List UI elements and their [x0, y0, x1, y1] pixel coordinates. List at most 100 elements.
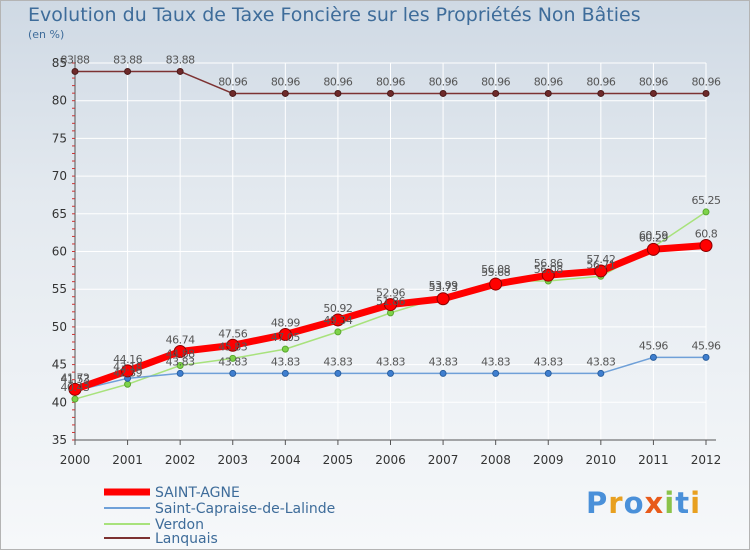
data-point — [121, 364, 135, 378]
data-label: 83.88 — [61, 53, 90, 66]
x-tick-label: 2011 — [638, 453, 669, 467]
data-point — [436, 292, 450, 306]
data-label: 43.83 — [429, 355, 458, 368]
data-label: 60.29 — [639, 231, 668, 244]
x-tick-label: 2006 — [375, 453, 406, 467]
x-tick-label: 2001 — [112, 453, 143, 467]
data-label: 80.96 — [323, 75, 352, 88]
data-point — [173, 344, 187, 358]
data-label: 45.83 — [218, 340, 247, 353]
x-tick-label: 2003 — [217, 453, 248, 467]
data-point — [541, 268, 555, 282]
data-label: 43.18 — [113, 360, 142, 373]
data-point — [229, 354, 237, 362]
data-label: 41.53 — [61, 373, 90, 386]
data-label: 45.96 — [639, 339, 668, 352]
data-point — [281, 369, 289, 377]
data-point — [594, 264, 608, 278]
series-lines — [68, 67, 713, 403]
data-label: 40.43 — [61, 381, 90, 394]
legend: SAINT-AGNESaint-Capraise-de-LalindeVerdo… — [104, 485, 335, 547]
y-tick-label: 65 — [52, 207, 67, 221]
data-point — [281, 89, 289, 97]
data-point — [229, 369, 237, 377]
data-point — [229, 89, 237, 97]
data-point — [68, 382, 82, 396]
data-point — [281, 345, 289, 353]
data-point — [702, 353, 710, 361]
data-point — [649, 353, 657, 361]
data-label: 80.96 — [271, 75, 300, 88]
data-point — [492, 89, 500, 97]
data-label: 43.83 — [218, 355, 247, 368]
data-label: 48.99 — [271, 317, 300, 330]
y-tick-label: 60 — [52, 245, 67, 259]
data-point — [439, 89, 447, 97]
y-tick-label: 70 — [52, 169, 67, 183]
data-point — [597, 89, 605, 97]
y-tick-label: 75 — [52, 131, 67, 145]
y-tick-label: 45 — [52, 358, 67, 372]
data-point — [544, 89, 552, 97]
data-label: 43.83 — [376, 355, 405, 368]
data-point — [649, 89, 657, 97]
data-label: 43.83 — [534, 355, 563, 368]
legend-label-2: Verdon — [155, 517, 204, 533]
data-point — [331, 313, 345, 327]
grid — [74, 62, 707, 441]
legend-label-1: Saint-Capraise-de-Lalinde — [155, 501, 335, 517]
chart-title: Evolution du Taux de Taxe Foncière sur l… — [28, 4, 641, 26]
data-label: 53.99 — [429, 279, 458, 292]
x-tick-label: 2002 — [165, 453, 196, 467]
y-axis-unit: (en %) — [28, 28, 65, 41]
data-label: 49.34 — [323, 314, 352, 327]
data-point — [124, 67, 132, 75]
data-point — [492, 369, 500, 377]
y-tick-label: 50 — [52, 320, 67, 334]
data-label: 45.96 — [692, 339, 721, 352]
data-point — [702, 208, 710, 216]
data-label: 47.05 — [271, 331, 300, 344]
data-point — [176, 369, 184, 377]
y-tick-label: 55 — [52, 282, 67, 296]
data-label: 83.88 — [166, 53, 195, 66]
data-label: 43.83 — [323, 355, 352, 368]
legend-label-3: Lanquais — [155, 531, 218, 547]
data-point — [702, 89, 710, 97]
data-label: 53.73 — [429, 281, 458, 294]
data-label: 44.16 — [113, 353, 142, 366]
data-label: 83.88 — [113, 53, 142, 66]
data-point — [699, 238, 713, 252]
data-label: 80.96 — [481, 75, 510, 88]
data-label: 43.83 — [481, 355, 510, 368]
data-label: 43.83 — [586, 355, 615, 368]
data-label: 51.86 — [376, 295, 405, 308]
data-label: 80.96 — [534, 75, 563, 88]
data-label: 47.56 — [218, 327, 247, 340]
data-point — [489, 277, 503, 291]
data-label: 60.8 — [695, 227, 718, 240]
data-label: 46.74 — [166, 333, 195, 346]
data-label: 42.39 — [113, 366, 142, 379]
data-label: 65.25 — [692, 194, 721, 207]
data-label: 56.08 — [534, 263, 563, 276]
data-label: 50.92 — [323, 302, 352, 315]
data-label: 80.96 — [218, 75, 247, 88]
data-label: 43.83 — [271, 355, 300, 368]
proxiti-logo: Proxiti — [586, 486, 702, 520]
data-label: 60.59 — [639, 229, 668, 242]
x-tick-label: 2000 — [60, 453, 91, 467]
data-point — [71, 395, 79, 403]
data-label: 80.96 — [429, 75, 458, 88]
data-point — [387, 369, 394, 377]
data-point — [387, 89, 394, 97]
data-point — [646, 242, 660, 256]
data-label: 80.96 — [376, 75, 405, 88]
data-point — [176, 362, 184, 370]
y-tick-label: 35 — [52, 433, 67, 447]
data-label: 44.88 — [166, 348, 195, 361]
data-point — [597, 369, 605, 377]
legend-label-0: SAINT-AGNE — [155, 485, 240, 501]
